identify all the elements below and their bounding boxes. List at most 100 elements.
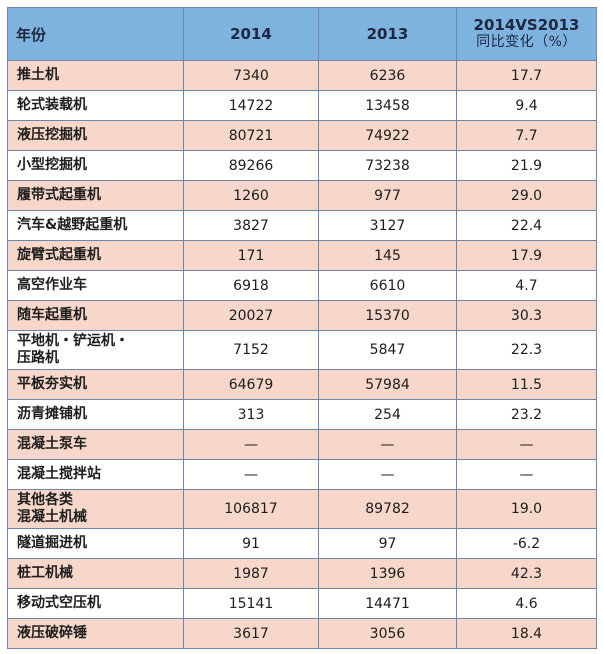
table-row: 履带式起重机 1260 977 29.0 (7, 180, 597, 211)
row-name-line1: 平地机・铲运机・ (17, 333, 129, 349)
table-header-row: 年份 2014 2013 2014VS2013 同比变化（%） (7, 7, 597, 61)
row-name: 平板夯实机 (7, 369, 184, 400)
row-2014: 1260 (183, 180, 319, 211)
row-name: 液压破碎锤 (7, 618, 184, 649)
row-name: 履带式起重机 (7, 180, 184, 211)
row-change: -6.2 (456, 528, 597, 559)
row-2014: — (183, 429, 319, 460)
row-2013: 57984 (318, 369, 457, 400)
row-2014: 7152 (183, 330, 319, 370)
table-row: 平板夯实机 64679 57984 11.5 (7, 369, 597, 400)
row-change: 4.7 (456, 270, 597, 301)
row-name: 混凝土搅拌站 (7, 459, 184, 490)
row-change: 7.7 (456, 120, 597, 151)
row-2014: 3617 (183, 618, 319, 649)
row-name: 推土机 (7, 60, 184, 91)
table-row: 混凝土泵车 — — — (7, 429, 597, 460)
row-name: 平地机・铲运机・ 压路机 (7, 330, 184, 370)
table-row: 汽车&越野起重机 3827 3127 22.4 (7, 210, 597, 241)
row-change: 21.9 (456, 150, 597, 181)
row-name: 沥青摊铺机 (7, 399, 184, 430)
table-row: 移动式空压机 15141 14471 4.6 (7, 588, 597, 619)
row-2014: 14722 (183, 90, 319, 121)
row-change: — (456, 459, 597, 490)
row-name: 隧道掘进机 (7, 528, 184, 559)
row-change: 9.4 (456, 90, 597, 121)
row-change: 29.0 (456, 180, 597, 211)
header-2014: 2014 (183, 7, 319, 61)
row-2014: 80721 (183, 120, 319, 151)
row-2014: 1987 (183, 558, 319, 589)
header-yoy-line2: 同比变化（%） (476, 34, 577, 50)
row-2014: 313 (183, 399, 319, 430)
row-2013: 14471 (318, 588, 457, 619)
row-change: 23.2 (456, 399, 597, 430)
row-2014: 20027 (183, 300, 319, 331)
row-2013: — (318, 429, 457, 460)
row-2014: 171 (183, 240, 319, 271)
row-2014: — (183, 459, 319, 490)
table-row: 桩工机械 1987 1396 42.3 (7, 558, 597, 589)
row-2013: — (318, 459, 457, 490)
row-2014: 89266 (183, 150, 319, 181)
row-name-line2: 混凝土机械 (17, 509, 87, 525)
row-2013: 97 (318, 528, 457, 559)
row-2013: 73238 (318, 150, 457, 181)
row-2014: 15141 (183, 588, 319, 619)
row-change: 4.6 (456, 588, 597, 619)
row-2013: 977 (318, 180, 457, 211)
row-2013: 1396 (318, 558, 457, 589)
row-name: 液压挖掘机 (7, 120, 184, 151)
table-row: 推土机 7340 6236 17.7 (7, 60, 597, 91)
row-change: 18.4 (456, 618, 597, 649)
row-change: — (456, 429, 597, 460)
table-row: 其他各类 混凝土机械 106817 89782 19.0 (7, 489, 597, 529)
table-row: 隧道掘进机 91 97 -6.2 (7, 528, 597, 559)
row-2013: 145 (318, 240, 457, 271)
row-2013: 74922 (318, 120, 457, 151)
row-2013: 6236 (318, 60, 457, 91)
row-2014: 7340 (183, 60, 319, 91)
table-row: 小型挖掘机 89266 73238 21.9 (7, 150, 597, 181)
table-row: 随车起重机 20027 15370 30.3 (7, 300, 597, 331)
row-name: 随车起重机 (7, 300, 184, 331)
row-name: 桩工机械 (7, 558, 184, 589)
row-2014: 6918 (183, 270, 319, 301)
row-change: 22.3 (456, 330, 597, 370)
table-row: 混凝土搅拌站 — — — (7, 459, 597, 490)
row-2013: 6610 (318, 270, 457, 301)
row-name: 混凝土泵车 (7, 429, 184, 460)
header-2013: 2013 (318, 7, 457, 61)
data-table-container: 年份 2014 2013 2014VS2013 同比变化（%） 推土机 7340… (7, 7, 597, 649)
row-2014: 3827 (183, 210, 319, 241)
row-name-line2: 压路机 (17, 350, 59, 366)
row-2013: 3056 (318, 618, 457, 649)
row-name: 移动式空压机 (7, 588, 184, 619)
row-2013: 254 (318, 399, 457, 430)
row-name: 小型挖掘机 (7, 150, 184, 181)
row-change: 17.9 (456, 240, 597, 271)
table-row: 轮式装载机 14722 13458 9.4 (7, 90, 597, 121)
row-name: 旋臂式起重机 (7, 240, 184, 271)
row-change: 30.3 (456, 300, 597, 331)
table-row: 沥青摊铺机 313 254 23.2 (7, 399, 597, 430)
row-change: 22.4 (456, 210, 597, 241)
machinery-comparison-table: 年份 2014 2013 2014VS2013 同比变化（%） 推土机 7340… (7, 7, 597, 649)
row-change: 42.3 (456, 558, 597, 589)
table-row: 高空作业车 6918 6610 4.7 (7, 270, 597, 301)
row-2013: 89782 (318, 489, 457, 529)
header-yoy-line1: 2014VS2013 (473, 16, 580, 34)
row-name: 高空作业车 (7, 270, 184, 301)
row-change: 17.7 (456, 60, 597, 91)
table-row: 平地机・铲运机・ 压路机 7152 5847 22.3 (7, 330, 597, 370)
row-change: 19.0 (456, 489, 597, 529)
row-name: 汽车&越野起重机 (7, 210, 184, 241)
header-yoy-change: 2014VS2013 同比变化（%） (456, 7, 597, 61)
table-row: 液压破碎锤 3617 3056 18.4 (7, 618, 597, 649)
row-2013: 5847 (318, 330, 457, 370)
row-name-line1: 其他各类 (17, 492, 73, 508)
row-change: 11.5 (456, 369, 597, 400)
table-row: 液压挖掘机 80721 74922 7.7 (7, 120, 597, 151)
row-2014: 106817 (183, 489, 319, 529)
row-name: 轮式装载机 (7, 90, 184, 121)
